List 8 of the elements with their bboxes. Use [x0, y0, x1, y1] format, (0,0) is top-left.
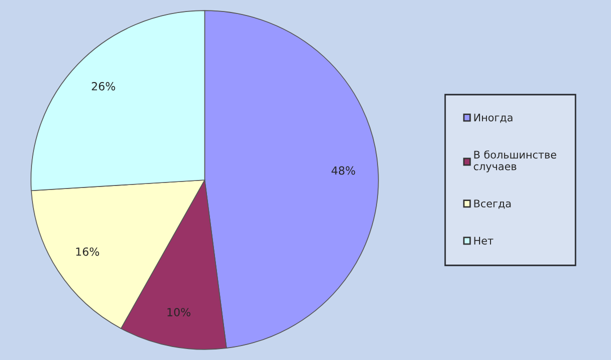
data-label: 16%	[76, 247, 100, 256]
legend-label: Нет	[474, 236, 494, 245]
data-label: 26%	[92, 82, 116, 90]
legend-label: Всегда	[474, 200, 511, 209]
legend-label: Иногда	[474, 114, 512, 123]
data-label: 10%	[168, 308, 190, 316]
data-label: 48%	[332, 166, 356, 175]
legend-label: В большинстве случаев	[474, 150, 556, 172]
